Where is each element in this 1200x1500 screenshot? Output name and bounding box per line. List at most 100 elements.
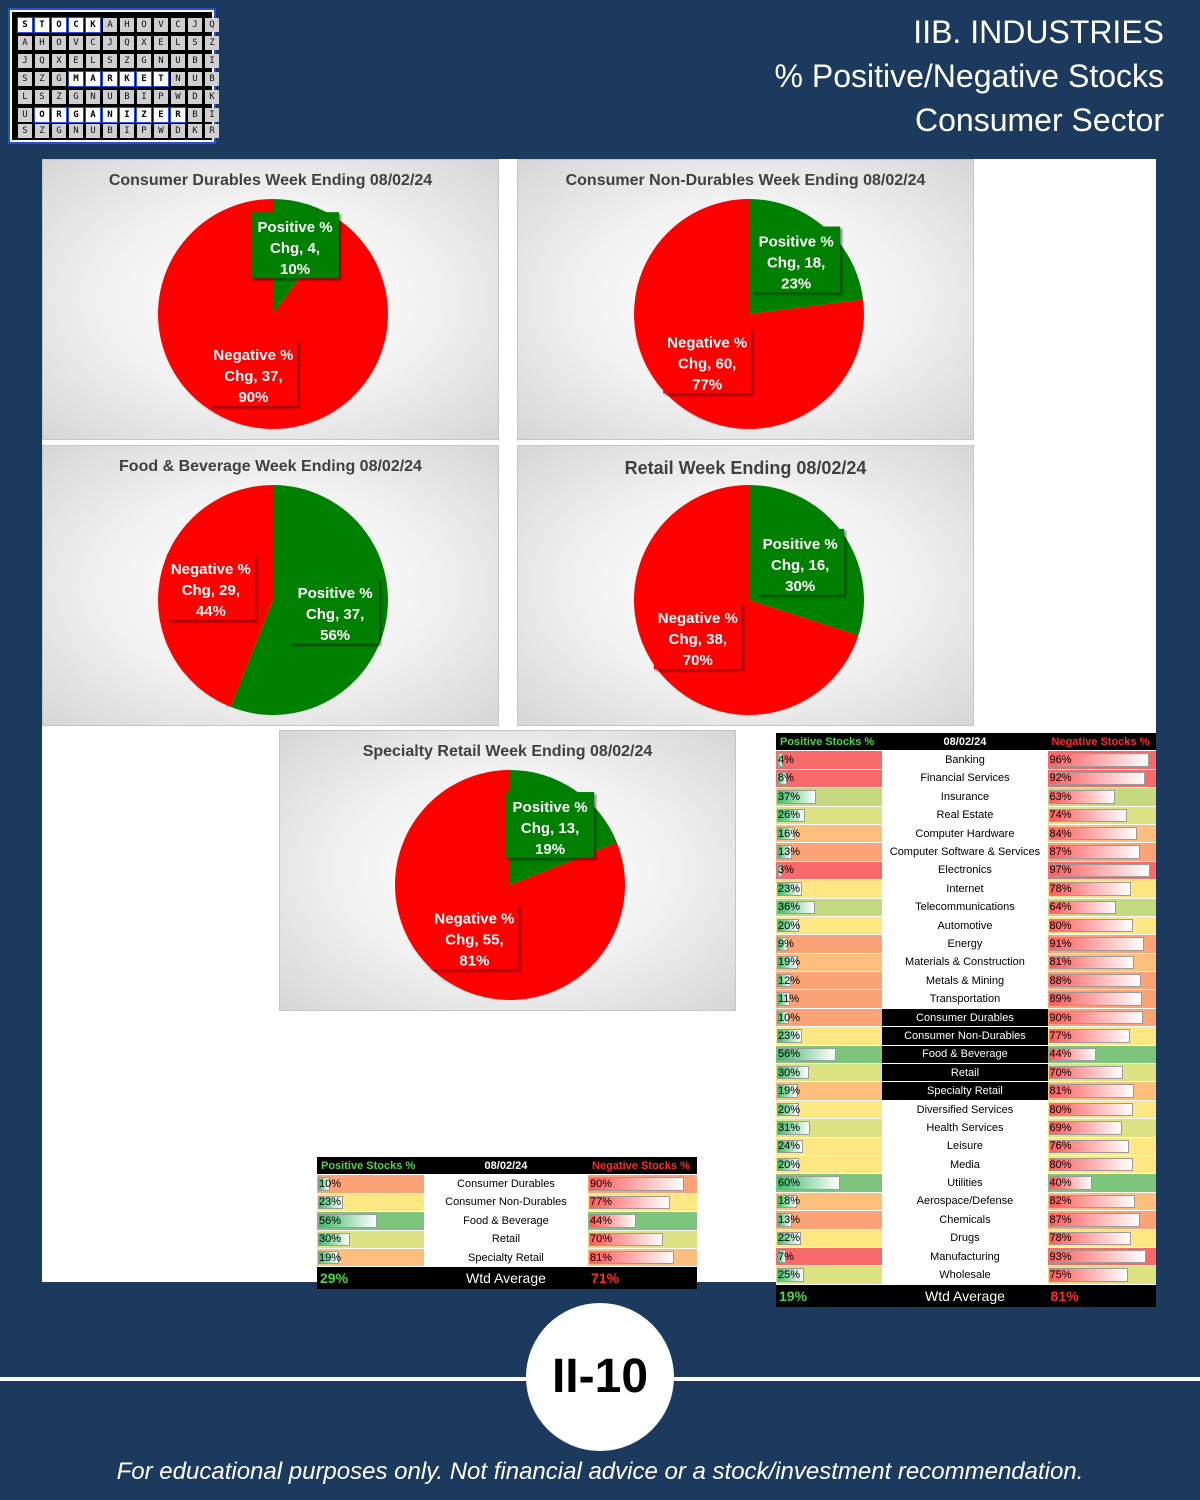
pie-svg: Positive % Chg, 16, 30% Negative % Chg, 38, 7… (634, 485, 864, 715)
positive-pct-cell: 12% (776, 971, 883, 991)
table-header-neg: Negative Stocks % (1047, 733, 1156, 752)
positive-pct-cell: 11% (776, 989, 883, 1009)
negative-pct-cell: 80% (1047, 1100, 1156, 1120)
logo-letter: R (51, 107, 67, 123)
slice-label-text: 70% (683, 652, 713, 669)
industry-name: Automotive (882, 916, 1048, 936)
logo-letter: K (85, 17, 101, 33)
negative-pct-cell: 44% (1047, 1045, 1156, 1065)
industry-name: Chemicals (882, 1210, 1048, 1230)
table-row: 13% Computer Software & Services 87% (776, 842, 1156, 862)
industry-name: Media (882, 1155, 1048, 1175)
slice-label-text: Chg, 29, (182, 582, 240, 599)
positive-data-bar (777, 1102, 800, 1117)
negative-data-bar (1048, 1139, 1129, 1153)
logo-filler-letter: G (137, 54, 151, 68)
logo-filler-letter: Q (205, 18, 219, 32)
logo-letter: O (34, 107, 50, 123)
logo-filler-letter: N (86, 90, 100, 104)
industry-name: Computer Software & Services (882, 842, 1048, 862)
pct-value: 70% (590, 1233, 613, 1246)
table-row: 7% Manufacturing 93% (776, 1247, 1156, 1267)
logo-filler-letter: R (205, 124, 219, 138)
logo-filler-letter: O (52, 36, 66, 50)
positive-data-bar (777, 1066, 810, 1080)
logo-letter: O (51, 17, 67, 33)
positive-pct-cell: 13% (776, 842, 883, 862)
logo-filler-letter: V (69, 36, 83, 50)
positive-data-bar (777, 1010, 790, 1025)
logo-letter: R (102, 71, 118, 87)
slice-label-text: 19% (535, 841, 565, 858)
negative-data-bar (1048, 1084, 1134, 1098)
positive-data-bar (777, 1213, 793, 1227)
negative-pct-cell: 87% (1047, 842, 1156, 862)
industry-name: Consumer Non-Durables (423, 1193, 589, 1213)
chart-title: Retail Week Ending 08/02/24 (624, 458, 867, 478)
pct-value: 87% (1049, 1213, 1072, 1226)
negative-pct-cell: 82% (1047, 1192, 1156, 1212)
slice-label-text: 30% (785, 578, 815, 595)
positive-data-bar (777, 1047, 836, 1062)
logo-filler-letter: B (188, 54, 202, 68)
logo-letter: K (119, 71, 135, 87)
industries-table: Positive Stocks % 08/02/24 Negative Stocks… (776, 733, 1156, 1307)
pct-value: 75% (1049, 1269, 1072, 1282)
logo-filler-letter: S (18, 72, 32, 86)
table-row: 10% Consumer Durables 90% (317, 1174, 697, 1194)
industry-name: Manufacturing (882, 1247, 1048, 1267)
table-header-date: 08/02/24 (423, 1157, 589, 1176)
positive-data-bar (777, 1268, 805, 1282)
negative-pct-cell: 96% (1047, 750, 1156, 770)
logo-filler-letter: Z (52, 90, 66, 104)
table-row: 26% Real Estate 74% (776, 806, 1156, 825)
pct-value: 88% (1049, 974, 1072, 987)
pct-value: 40% (1049, 1177, 1072, 1190)
industry-name: Wholesale (882, 1265, 1048, 1285)
slice-label: Negative % Chg, 55, 81% (430, 903, 519, 970)
pct-value: 90% (1049, 1011, 1072, 1024)
positive-data-bar (777, 882, 803, 896)
slice-label-text: 81% (459, 952, 489, 969)
pct-value: 44% (590, 1214, 613, 1227)
negative-pct-cell: 77% (588, 1193, 697, 1213)
negative-data-bar (1048, 1194, 1135, 1209)
positive-pct-cell: 30% (317, 1230, 424, 1249)
negative-pct-cell: 40% (1047, 1173, 1156, 1193)
industry-name: Diversified Services (882, 1100, 1048, 1120)
positive-data-bar (777, 974, 792, 988)
table-row: 60% Utilities 40% (776, 1173, 1156, 1193)
table-row: 19% Specialty Retail 81% (776, 1081, 1156, 1101)
logo-filler-letter: Q (120, 36, 134, 50)
table-row: 20% Automotive 80% (776, 916, 1156, 936)
negative-data-bar (589, 1177, 684, 1191)
slice-label-text: Chg, 13, (521, 820, 579, 837)
slice-label-text: Positive % (759, 234, 834, 251)
positive-pct-cell: 8% (776, 769, 883, 789)
table-row: 23% Internet 78% (776, 879, 1156, 899)
logo-filler-letter: A (103, 18, 117, 32)
table-row: 56% Food & Beverage 44% (317, 1211, 697, 1231)
table-row: 30% Retail 70% (317, 1230, 697, 1249)
positive-data-bar (777, 937, 789, 951)
table-row: 11% Transportation 89% (776, 989, 1156, 1009)
positive-pct-cell: 30% (776, 1063, 883, 1083)
pct-value: 87% (1049, 846, 1072, 859)
positive-pct-cell: 19% (776, 953, 883, 973)
slice-label-text: 23% (781, 276, 811, 293)
logo-filler-letter: Z (35, 124, 49, 138)
negative-pct-cell: 81% (1047, 1081, 1156, 1101)
slice-label: Negative % Chg, 60, 77% (663, 327, 752, 394)
weighted-average-row: 29% Wtd Average 71% (317, 1267, 697, 1290)
negative-pct-cell: 90% (588, 1174, 697, 1194)
chart-title: Consumer Non-Durables Week Ending 08/02/… (565, 172, 926, 189)
logo-letter: E (136, 71, 152, 87)
logo-filler-letter: N (171, 72, 185, 86)
negative-data-bar (1048, 1231, 1131, 1245)
industry-name: Consumer Non-Durables (882, 1026, 1048, 1046)
industry-name: Retail (423, 1230, 589, 1249)
positive-data-bar (777, 1084, 799, 1098)
table-row: 8% Financial Services 92% (776, 769, 1156, 789)
chart-title: Specialty Retail Week Ending 08/02/24 (362, 743, 653, 760)
table-row: 19% Materials & Construction 81% (776, 953, 1156, 973)
